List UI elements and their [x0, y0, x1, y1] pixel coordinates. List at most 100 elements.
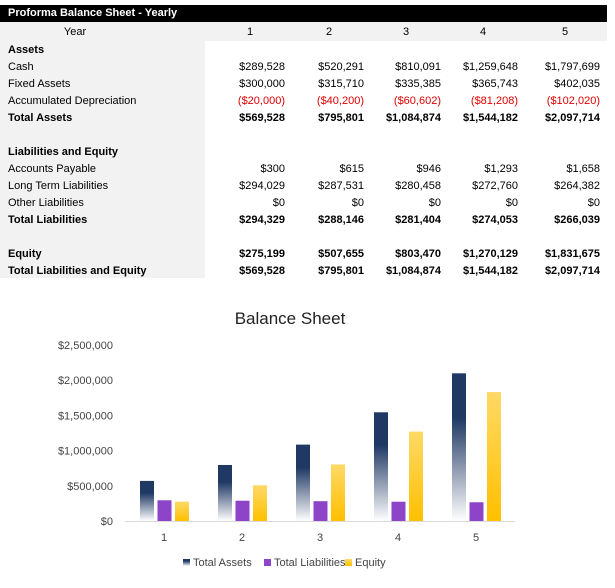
- cell-value: $272,760: [472, 180, 518, 192]
- row-label: Liabilities and Equity: [8, 146, 119, 158]
- cell-value: $2,097,714: [544, 265, 600, 277]
- table-row: Fixed Assets $300,000 $315,710 $335,385 $365…: [0, 76, 607, 93]
- row-label: Equity: [8, 248, 42, 260]
- bar-total-assets: [452, 373, 466, 521]
- cell-value: ($40,200): [316, 95, 364, 107]
- cell-value: $0: [351, 197, 364, 209]
- x-tick-label: 1: [161, 532, 167, 544]
- legend-label: Total Liabilities: [274, 557, 346, 569]
- year-header: 2: [325, 26, 333, 38]
- y-tick-label: $1,000,000: [58, 446, 113, 458]
- cell-value: $1,544,182: [462, 112, 518, 124]
- table-row: Cash $289,528 $520,291 $810,091 $1,259,648 $1…: [0, 59, 607, 76]
- cell-value: $280,458: [395, 180, 441, 192]
- row-label: Fixed Assets: [8, 78, 71, 90]
- y-tick-label: $2,000,000: [58, 375, 113, 387]
- year-header-row: Year 1 2 3 4 5: [0, 24, 607, 41]
- legend-swatch: [264, 559, 271, 566]
- table-row: Accounts Payable $300 $615 $946 $1,293 $1,658: [0, 161, 607, 178]
- cell-value: $294,029: [239, 180, 285, 192]
- row-label: Long Term Liabilities: [8, 180, 109, 192]
- bar-total-liabilities: [157, 500, 172, 521]
- table-row: Other Liabilities $0 $0 $0 $0 $0: [0, 195, 607, 212]
- cell-value: $402,035: [554, 78, 600, 90]
- cell-value: ($102,020): [546, 95, 600, 107]
- cell-value: $2,097,714: [544, 112, 600, 124]
- table-row: Total Liabilities and Equity $569,528 $795…: [0, 263, 607, 280]
- x-tick-label: 3: [317, 532, 323, 544]
- cell-value: $1,831,675: [544, 248, 600, 260]
- cell-value: $569,528: [239, 265, 285, 277]
- legend-label: Equity: [355, 557, 386, 569]
- cell-value: ($60,602): [393, 95, 441, 107]
- row-label: Assets: [8, 44, 45, 56]
- year-row-background: [205, 22, 607, 41]
- cell-value: $1,084,874: [385, 265, 441, 277]
- table-row: Assets: [0, 42, 607, 59]
- cell-value: $1,658: [566, 163, 600, 175]
- cell-value: $365,743: [472, 78, 518, 90]
- cell-value: $266,039: [554, 214, 600, 226]
- bar-total-liabilities: [235, 500, 250, 521]
- y-tick-label: $500,000: [67, 481, 113, 493]
- table-title: Proforma Balance Sheet - Yearly: [0, 5, 607, 22]
- table-row: Total Assets $569,528 $795,801 $1,084,874 $1…: [0, 110, 607, 127]
- bar-equity: [175, 501, 189, 521]
- cell-value: $264,382: [554, 180, 600, 192]
- cell-value: $289,528: [239, 61, 285, 73]
- bar-equity: [331, 464, 345, 521]
- bar-total-liabilities: [313, 501, 328, 521]
- row-label: Other Liabilities: [8, 197, 84, 209]
- cell-value: $287,531: [318, 180, 364, 192]
- cell-value: $274,053: [472, 214, 518, 226]
- cell-value: ($20,000): [237, 95, 285, 107]
- year-header: 1: [246, 26, 254, 38]
- legend-swatch: [183, 559, 190, 566]
- cell-value: $275,199: [239, 248, 285, 260]
- row-label: Cash: [8, 61, 34, 73]
- bar-total-liabilities: [391, 501, 406, 521]
- bar-equity: [409, 431, 423, 521]
- y-tick-label: $1,500,000: [58, 410, 113, 422]
- bar-total-assets: [296, 444, 310, 521]
- y-tick-label: $0: [101, 516, 113, 528]
- y-tick-label: $2,500,000: [58, 340, 113, 352]
- year-header: 5: [561, 26, 569, 38]
- x-tick-label: 5: [473, 532, 479, 544]
- year-header: 4: [479, 26, 487, 38]
- row-label: Total Liabilities: [8, 214, 88, 226]
- cell-value: $569,528: [239, 112, 285, 124]
- table-row: Long Term Liabilities $294,029 $287,531 $28…: [0, 178, 607, 195]
- cell-value: $810,091: [395, 61, 441, 73]
- x-tick-label: 4: [395, 532, 401, 544]
- row-label: Total Liabilities and Equity: [8, 265, 147, 277]
- row-label: Accumulated Depreciation: [8, 95, 137, 107]
- table-row: Liabilities and Equity: [0, 144, 607, 161]
- table-row: Equity $275,199 $507,655 $803,470 $1,270,129…: [0, 246, 607, 263]
- cell-value: $281,404: [395, 214, 441, 226]
- legend-swatch: [345, 559, 352, 566]
- cell-value: $300: [260, 163, 285, 175]
- bar-total-assets: [374, 412, 388, 521]
- cell-value: $0: [272, 197, 285, 209]
- x-tick-label: 2: [239, 532, 245, 544]
- cell-value: $288,146: [318, 214, 364, 226]
- table-row: Total Liabilities $294,329 $288,146 $281,40…: [0, 212, 607, 229]
- bar-total-liabilities: [469, 502, 484, 521]
- table-row: Accumulated Depreciation ($20,000) ($40,20…: [0, 93, 607, 110]
- cell-value: $1,544,182: [462, 265, 518, 277]
- cell-value: $795,801: [318, 265, 364, 277]
- year-header: 3: [402, 26, 410, 38]
- cell-value: $335,385: [395, 78, 441, 90]
- year-label: Year: [63, 26, 87, 38]
- cell-value: $1,084,874: [385, 112, 441, 124]
- bar-equity: [487, 392, 501, 521]
- cell-value: $795,801: [318, 112, 364, 124]
- bar-equity: [253, 485, 267, 521]
- cell-value: $803,470: [395, 248, 441, 260]
- cell-value: $294,329: [239, 214, 285, 226]
- bar-total-assets: [140, 480, 154, 521]
- cell-value: ($81,208): [470, 95, 518, 107]
- cell-value: $1,293: [484, 163, 518, 175]
